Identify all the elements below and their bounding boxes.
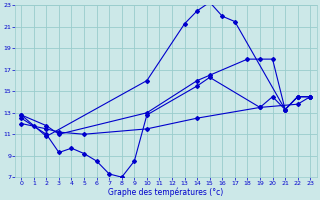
X-axis label: Graphe des températures (°c): Graphe des températures (°c) xyxy=(108,187,223,197)
